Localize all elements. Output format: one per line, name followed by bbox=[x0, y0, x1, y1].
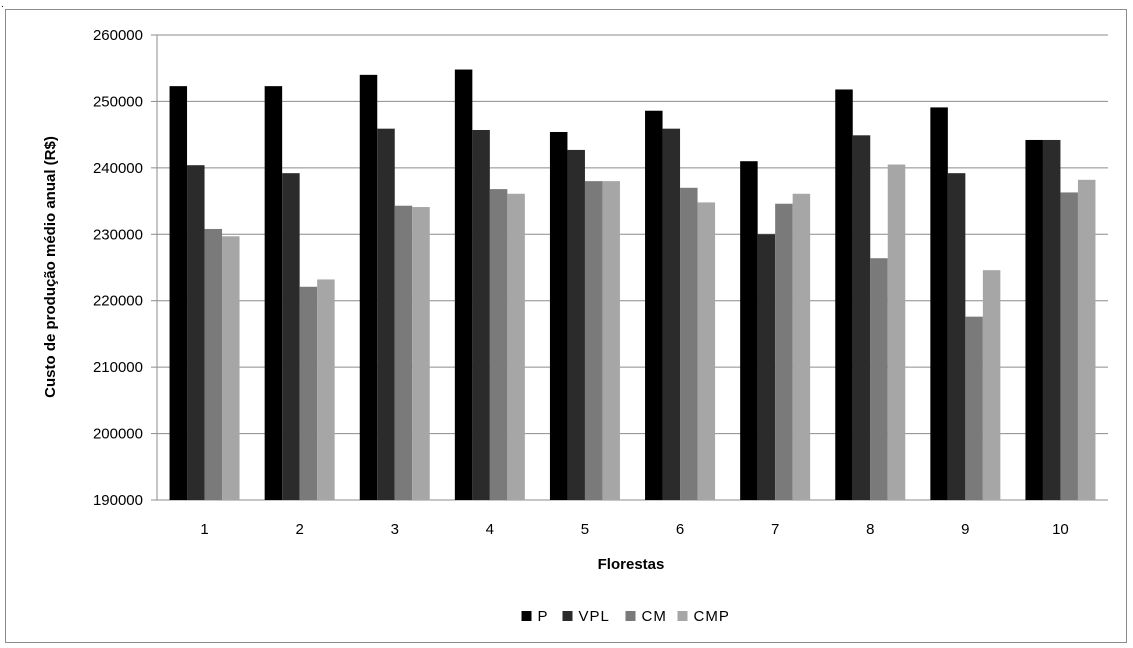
legend-label-vpl: VPL bbox=[579, 608, 610, 625]
bar-cmp-8 bbox=[887, 164, 906, 501]
bar-cmp-6 bbox=[697, 202, 716, 500]
bar-vpl-8 bbox=[852, 135, 871, 501]
bar-cmp-5 bbox=[602, 181, 620, 500]
bar-vpl-1 bbox=[187, 165, 205, 500]
bar-cm-5 bbox=[584, 181, 603, 500]
bar-p-3 bbox=[359, 74, 378, 500]
x-tick-label: 3 bbox=[391, 521, 399, 538]
y-tick-label: 240000 bbox=[93, 160, 143, 177]
bar-vpl-5 bbox=[567, 149, 585, 500]
legend-label-cmp: CMP bbox=[694, 608, 730, 625]
bar-p-4 bbox=[454, 69, 473, 501]
bar-cm-7 bbox=[775, 203, 793, 500]
bar-cmp-4 bbox=[507, 193, 525, 500]
legend: P VPL CM CMP bbox=[521, 608, 730, 625]
bar-p-2 bbox=[264, 86, 283, 501]
bars bbox=[169, 69, 1096, 501]
legend-swatch-p bbox=[521, 611, 532, 621]
bar-cm-10 bbox=[1060, 192, 1078, 500]
bar-p-6 bbox=[645, 110, 663, 500]
y-tick-label: 260000 bbox=[93, 27, 143, 44]
bar-cmp-2 bbox=[317, 279, 335, 500]
y-tick-label: 190000 bbox=[93, 492, 143, 509]
bar-cm-8 bbox=[870, 258, 888, 500]
x-tick-label: 5 bbox=[581, 521, 589, 538]
bar-cmp-3 bbox=[412, 207, 430, 501]
legend-swatch-vpl bbox=[562, 611, 573, 621]
bar-vpl-9 bbox=[947, 173, 966, 500]
bar-p-5 bbox=[549, 131, 568, 500]
bar-cm-2 bbox=[299, 286, 318, 500]
x-tick-label: 2 bbox=[295, 521, 303, 538]
bar-cm-3 bbox=[394, 205, 413, 500]
y-axis-title: Custo de produção médio anual (R$) bbox=[42, 136, 59, 398]
bar-p-7 bbox=[740, 161, 758, 500]
y-tick-labels: 190000 200000 210000 220000 230000 240000 2500… bbox=[93, 27, 143, 509]
bar-p-8 bbox=[835, 89, 853, 500]
x-tick-labels: 1 2 3 4 5 6 7 8 9 10 bbox=[200, 521, 1068, 538]
y-tick-label: 250000 bbox=[93, 93, 143, 110]
bar-p-9 bbox=[930, 107, 948, 501]
x-tick-label: 10 bbox=[1052, 521, 1069, 538]
bar-cmp-7 bbox=[792, 193, 811, 500]
bar-vpl-6 bbox=[662, 128, 681, 500]
x-tick-label: 6 bbox=[676, 521, 684, 538]
y-tick-label: 210000 bbox=[93, 359, 143, 376]
bar-cmp-1 bbox=[222, 236, 240, 500]
bar-vpl-10 bbox=[1042, 139, 1061, 500]
bar-cm-1 bbox=[204, 228, 223, 500]
legend-label-cm: CM bbox=[642, 608, 667, 625]
y-tick-label: 200000 bbox=[93, 426, 143, 443]
bar-cmp-9 bbox=[982, 270, 1001, 500]
x-tick-label: 4 bbox=[486, 521, 494, 538]
bar-vpl-4 bbox=[472, 129, 490, 500]
bar-vpl-3 bbox=[377, 128, 395, 500]
x-tick-label: 8 bbox=[866, 521, 874, 538]
bar-cm-9 bbox=[965, 316, 983, 500]
stray-dot: . bbox=[1, 0, 4, 10]
legend-swatch-cm bbox=[625, 611, 636, 621]
y-tick-label: 230000 bbox=[93, 226, 143, 243]
x-tick-label: 9 bbox=[961, 521, 969, 538]
bar-cm-4 bbox=[489, 189, 508, 500]
x-tick-label: 1 bbox=[200, 521, 208, 538]
legend-swatch-cmp bbox=[677, 611, 688, 621]
bar-p-10 bbox=[1025, 139, 1043, 500]
legend-label-p: P bbox=[538, 608, 549, 625]
y-tick-label: 220000 bbox=[93, 293, 143, 310]
bar-vpl-2 bbox=[282, 173, 300, 500]
bar-p-1 bbox=[169, 86, 188, 501]
x-axis-title: Florestas bbox=[598, 556, 665, 573]
x-tick-label: 7 bbox=[771, 521, 779, 538]
bar-cmp-10 bbox=[1077, 179, 1096, 501]
bar-vpl-7 bbox=[757, 234, 776, 501]
bar-cm-6 bbox=[680, 187, 698, 501]
